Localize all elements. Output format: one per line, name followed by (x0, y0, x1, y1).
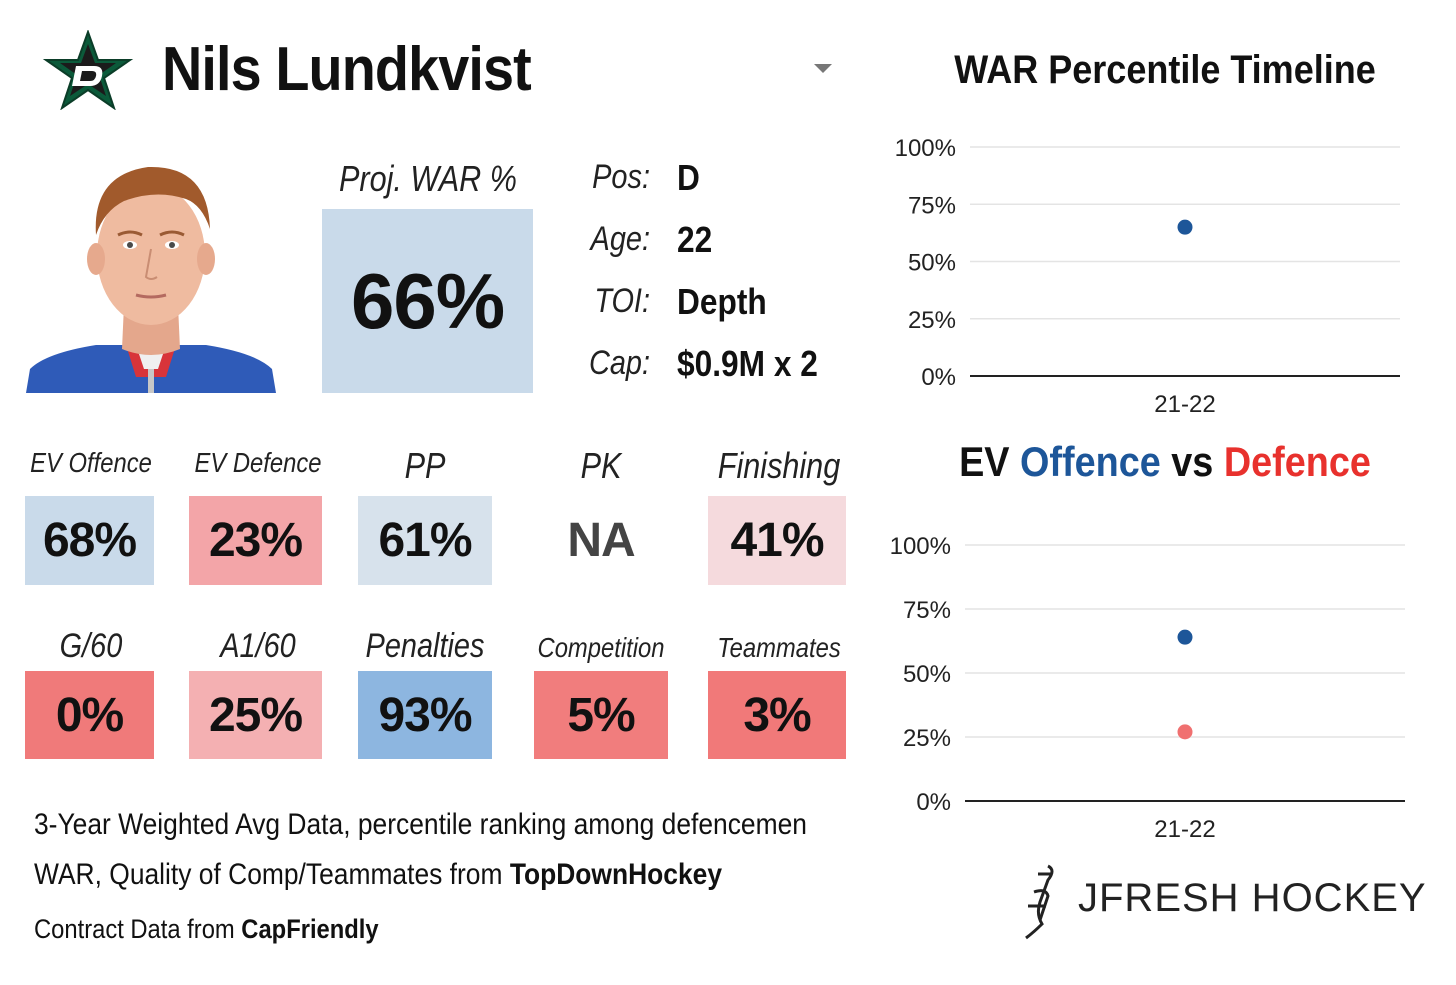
toi-value: Depth (677, 281, 767, 322)
proj-war-tile: 66% (322, 209, 533, 393)
stat-label-competition: Competition (537, 632, 665, 663)
war-chart-y-tick-label: 50% (908, 250, 956, 277)
proj-war-value: 66% (350, 256, 505, 345)
footnote-war-source: WAR, Quality of Comp/Teammates from TopD… (34, 858, 722, 892)
proj-war-label: Proj. WAR % (339, 158, 517, 199)
caret-down-icon[interactable] (814, 64, 832, 73)
stat-value-g60: 0% (55, 688, 124, 742)
toi-label: TOI: (594, 282, 650, 320)
ev-chart-y-tick-label: 0% (916, 789, 951, 816)
stat-value-ev-offence: 68% (42, 514, 137, 567)
stat-value-pp: 61% (378, 514, 472, 567)
stat-value-penalties: 93% (378, 688, 472, 742)
pos-value: D (677, 157, 700, 198)
player-name: Nils Lundkvist (162, 35, 532, 104)
stat-tile-ev-offence: 68% (25, 496, 154, 585)
ev-chart-point-defence (1177, 724, 1193, 740)
cap-value: $0.9M x 2 (677, 343, 818, 384)
war-chart-y-tick-label: 0% (921, 364, 956, 391)
footnote-data-description: 3-Year Weighted Avg Data, percentile ran… (34, 808, 807, 841)
stat-tile-pk: NA (534, 496, 668, 585)
stat-label-ev-defence: EV Defence (194, 447, 322, 478)
stat-tile-g60: 0% (25, 671, 154, 759)
cap-label: Cap: (588, 344, 650, 382)
stat-label-ev-offence: EV Offence (30, 447, 152, 478)
ev-chart-title-defence: Defence (1223, 438, 1371, 485)
ev-chart-y-tick-label: 75% (903, 597, 951, 624)
stat-tile-pp: 61% (358, 496, 492, 585)
ev-chart-title: EV Offence vs Defence (954, 438, 1377, 486)
ev-offence-defence-chart: 0% 25% 50% 75% 100% 21-22 (890, 533, 1405, 843)
stat-tile-finishing: 41% (708, 496, 846, 585)
footnote-contract-source: Contract Data from CapFriendly (34, 914, 379, 945)
stat-tile-competition: 5% (534, 671, 668, 759)
footnote-contract-prefix: Contract Data from (34, 914, 242, 944)
stat-label-teammates: Teammates (717, 632, 841, 663)
ev-chart-title-part-1: EV (959, 438, 1021, 485)
pos-label: Pos: (592, 158, 650, 196)
stat-label-finishing: Finishing (717, 445, 841, 486)
war-chart-point-war (1177, 219, 1193, 235)
war-chart-y-tick-label: 25% (908, 307, 956, 334)
stat-value-competition: 5% (567, 688, 635, 742)
stat-value-pk: NA (567, 514, 635, 567)
stat-value-teammates: 3% (743, 688, 811, 742)
footnote-war-source-name: TopDownHockey (509, 858, 723, 891)
war-chart-x-tick-label: 21-22 (1154, 391, 1215, 418)
age-value: 22 (677, 219, 713, 260)
stat-value-ev-defence: 23% (208, 514, 303, 567)
war-percentile-chart: 0% 25% 50% 75% 100% 21-22 (895, 135, 1400, 418)
ev-chart-y-tick-label: 100% (890, 533, 951, 560)
stat-value-finishing: 41% (730, 514, 824, 567)
footnote-contract-source-name: CapFriendly (241, 914, 379, 944)
player-headshot (26, 166, 276, 393)
stat-label-pp: PP (404, 445, 446, 486)
ev-chart-y-tick-label: 50% (903, 661, 951, 688)
jfresh-logo-icon (1025, 864, 1054, 940)
stat-tile-teammates: 3% (708, 671, 846, 759)
war-chart-y-tick-label: 100% (895, 135, 956, 162)
ev-chart-title-part-3: vs (1160, 438, 1224, 485)
brand-text: JFRESH HOCKEY (1078, 876, 1427, 920)
ev-chart-y-tick-label: 25% (903, 725, 951, 752)
ev-chart-title-offence: Offence (1020, 438, 1161, 485)
ev-chart-point-offence (1177, 629, 1193, 645)
footnote-war-prefix: WAR, Quality of Comp/Teammates from (34, 858, 510, 891)
stat-tile-penalties: 93% (358, 671, 492, 759)
stat-tile-ev-defence: 23% (189, 496, 322, 585)
war-chart-y-tick-label: 75% (908, 192, 956, 219)
war-chart-title: WAR Percentile Timeline (954, 48, 1376, 92)
stat-label-pk: PK (580, 445, 622, 486)
ev-chart-x-tick-label: 21-22 (1154, 816, 1215, 843)
stat-label-penalties: Penalties (365, 627, 485, 665)
stat-label-g60: G/60 (59, 627, 123, 665)
stat-label-a160: A1/60 (220, 627, 296, 665)
team-logo-icon (42, 30, 134, 110)
stat-tile-a160: 25% (189, 671, 322, 759)
age-label: Age: (590, 220, 650, 258)
stat-value-a160: 25% (208, 688, 303, 742)
